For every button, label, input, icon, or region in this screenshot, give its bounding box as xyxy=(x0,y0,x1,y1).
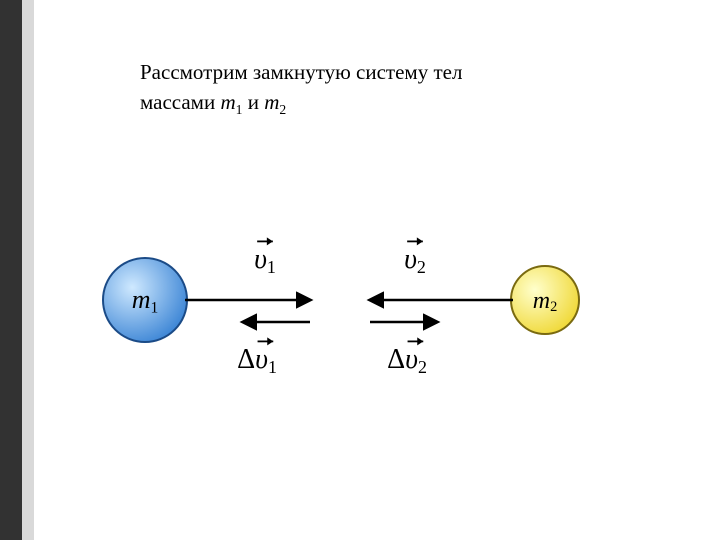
svg-text:Δυ2: Δυ2 xyxy=(387,344,427,377)
caption-text: Рассмотрим замкнутую систему тел массами… xyxy=(140,58,560,120)
diagram-svg: m1 m2 υ1 υ2 Δυ1 Δυ2 xyxy=(85,210,595,390)
dv2-label: Δυ2 xyxy=(387,337,427,377)
side-dark-bar xyxy=(0,0,22,540)
caption-m2: m2 xyxy=(264,90,286,114)
caption-line2-mid: и xyxy=(242,90,264,114)
v2-label: υ2 xyxy=(404,237,426,277)
svg-text:Δυ1: Δυ1 xyxy=(237,344,277,377)
svg-text:υ1: υ1 xyxy=(254,244,276,277)
caption-line1: Рассмотрим замкнутую систему тел xyxy=(140,58,560,86)
caption-m1: m1 xyxy=(220,90,242,114)
svg-text:υ2: υ2 xyxy=(404,244,426,277)
side-strip xyxy=(0,0,34,540)
dv1-label: Δυ1 xyxy=(237,337,277,377)
momentum-diagram: m1 m2 υ1 υ2 Δυ1 Δυ2 xyxy=(85,210,595,390)
side-light-bar xyxy=(22,0,34,540)
caption-line2-prefix: массами xyxy=(140,90,220,114)
v1-label: υ1 xyxy=(254,237,276,277)
caption-line2: массами m1 и m2 xyxy=(140,88,560,120)
